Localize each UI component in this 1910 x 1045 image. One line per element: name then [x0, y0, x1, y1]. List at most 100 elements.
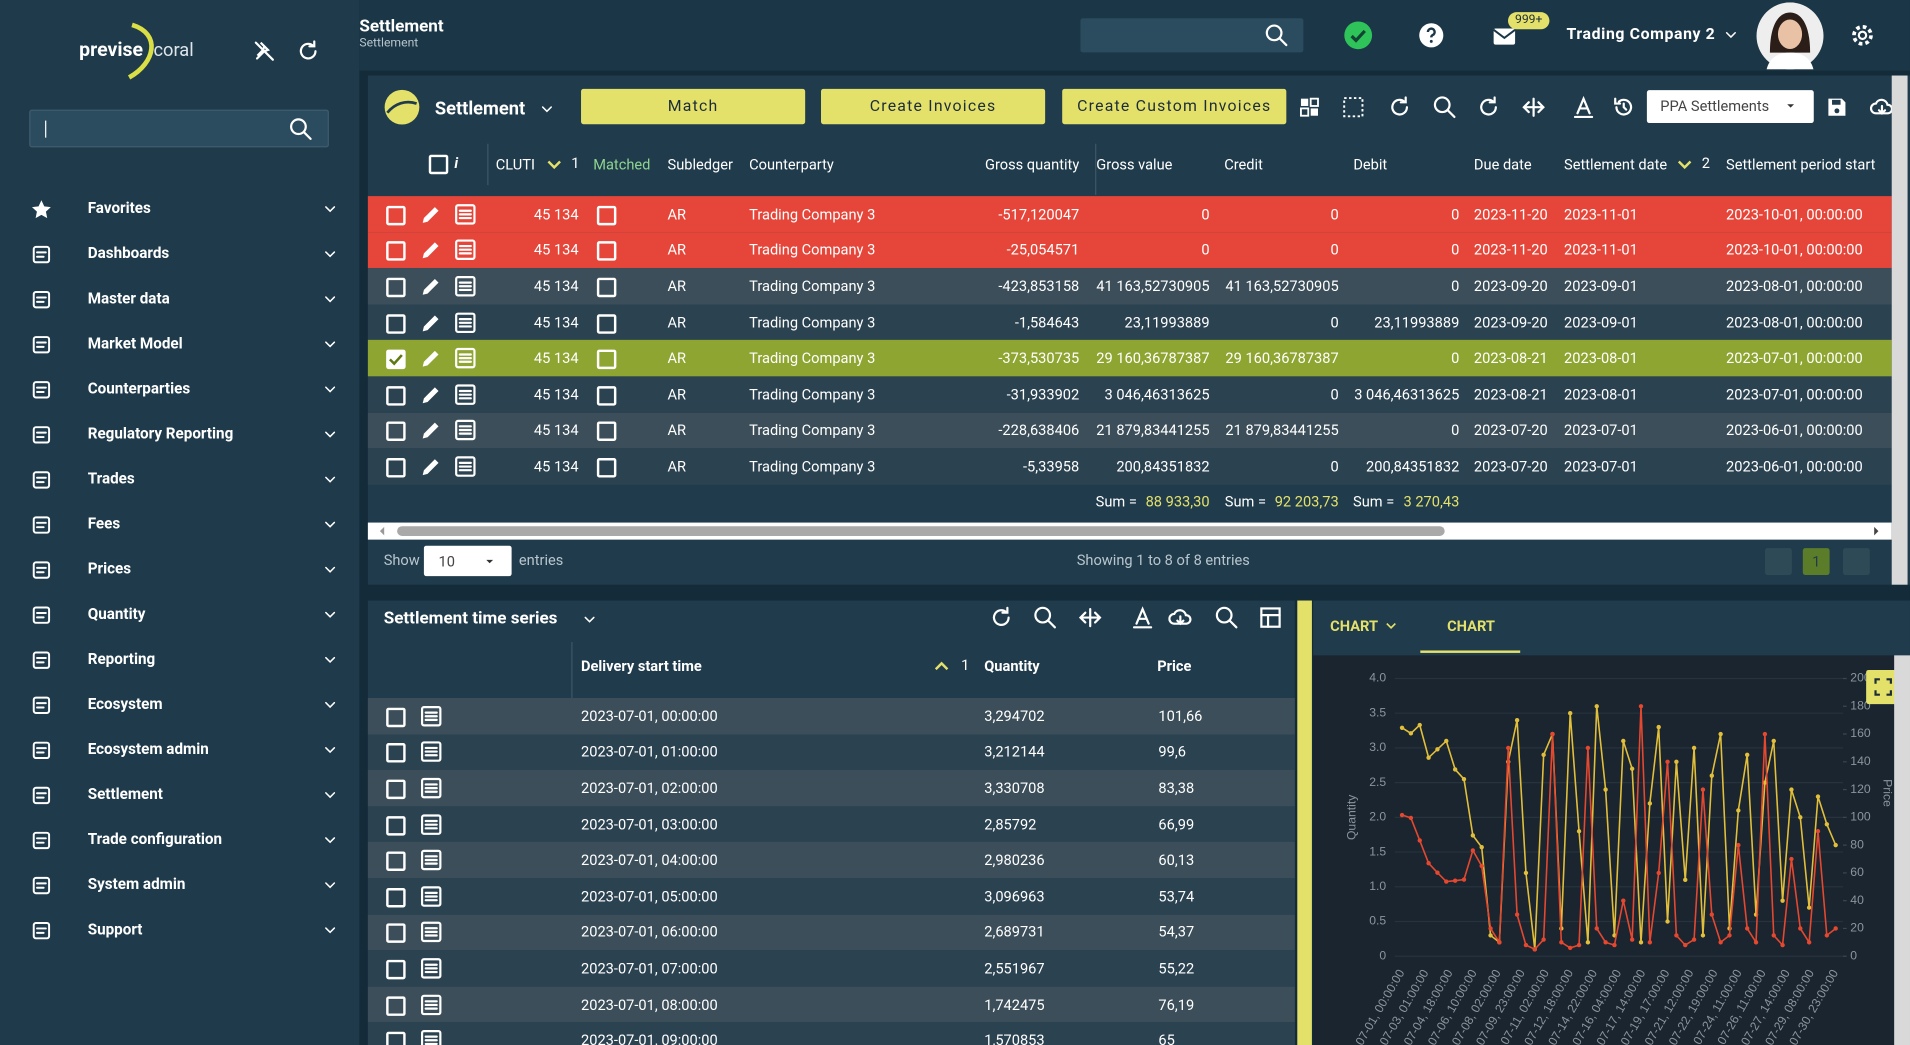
table-row[interactable]: 45 134 AR Trading Company 3 -5,33958 200,843…	[367, 448, 1892, 485]
horizontal-scrollbar[interactable]	[367, 522, 1892, 540]
table-row[interactable]: 2023-07-01, 07:00:00 2,551967 55,22	[367, 950, 1295, 987]
unpin-button[interactable]	[252, 39, 276, 63]
status-ok[interactable]	[1344, 21, 1373, 50]
column-header[interactable]: CLUTI	[495, 155, 535, 173]
toolbar-button[interactable]	[1168, 605, 1192, 629]
page-size-select[interactable]: 10	[423, 545, 512, 577]
toolbar-button[interactable]	[1571, 95, 1595, 119]
menu-item[interactable]: Quantity	[87, 605, 146, 624]
edit-button[interactable]	[419, 310, 443, 334]
edit-button[interactable]	[419, 454, 443, 478]
table-row[interactable]: 45 134 AR Trading Company 3 -517,120047 0 0 0 2…	[367, 196, 1892, 233]
edit-button[interactable]	[419, 274, 443, 298]
table-row[interactable]: 2023-07-01, 06:00:00 2,689731 54,37	[367, 914, 1295, 951]
edit-button[interactable]	[419, 238, 443, 262]
menu-item[interactable]: Ecosystem	[87, 695, 163, 714]
table-row[interactable]: 2023-07-01, 09:00:00 1,570853 65	[367, 1022, 1295, 1045]
menu-chevron[interactable]	[322, 607, 339, 624]
checkbox[interactable]	[386, 421, 406, 442]
column-header[interactable]: Gross quantity	[984, 155, 1080, 173]
panel-splitter[interactable]	[1297, 600, 1312, 1045]
table-row[interactable]: 45 134 AR Trading Company 3 -1,584643 23,119…	[367, 304, 1892, 341]
checkbox[interactable]	[386, 923, 406, 944]
checkbox[interactable]	[386, 205, 406, 226]
details-button[interactable]	[419, 992, 443, 1016]
menu-chevron[interactable]	[322, 336, 339, 353]
refresh-button[interactable]	[296, 39, 320, 63]
menu-item[interactable]: Master data	[87, 289, 170, 309]
menu-chevron[interactable]	[322, 516, 339, 533]
menu-item[interactable]: Prices	[87, 560, 132, 579]
checkbox[interactable]	[596, 313, 617, 334]
details-button[interactable]	[419, 1028, 443, 1045]
checkbox[interactable]	[596, 421, 617, 442]
menu-chevron[interactable]	[322, 832, 339, 849]
table-row[interactable]: 45 134 AR Trading Company 3 -423,853158 41 1…	[367, 268, 1892, 305]
menu-chevron[interactable]	[322, 697, 339, 714]
details-button[interactable]	[453, 382, 477, 406]
export-button[interactable]	[1869, 95, 1894, 119]
checkbox[interactable]	[386, 707, 406, 727]
next-page[interactable]	[1843, 548, 1870, 575]
menu-item[interactable]: Fees	[87, 515, 121, 534]
menu-chevron[interactable]	[322, 877, 339, 894]
checkbox[interactable]	[596, 457, 617, 478]
action-button[interactable]: Create Custom Invoices	[1062, 88, 1287, 125]
toolbar-button[interactable]	[1341, 95, 1365, 119]
chart-tab[interactable]: CHART	[1330, 617, 1379, 635]
checkbox[interactable]	[386, 851, 406, 872]
panel-title[interactable]: Settlement	[434, 97, 526, 120]
checkbox[interactable]	[386, 1031, 406, 1045]
checkbox[interactable]	[386, 995, 406, 1016]
global-search[interactable]	[1080, 18, 1304, 53]
column-header[interactable]: Debit	[1353, 155, 1388, 173]
toolbar-button[interactable]	[1387, 95, 1411, 119]
toolbar-button[interactable]	[1521, 95, 1545, 119]
table-row[interactable]: 2023-07-01, 02:00:00 3,330708 83,38	[367, 770, 1295, 807]
menu-chevron[interactable]	[322, 381, 339, 398]
table-row[interactable]: 2023-07-01, 00:00:00 3,294702 101,66	[367, 697, 1295, 735]
details-button[interactable]	[453, 418, 477, 442]
tab-chevron[interactable]	[1383, 618, 1400, 635]
table-row[interactable]: 45 134 AR Trading Company 3 -373,530735 29 1…	[367, 340, 1892, 377]
menu-chevron[interactable]	[322, 562, 339, 579]
mail-button[interactable]	[1491, 23, 1518, 50]
scroll-right[interactable]	[1867, 523, 1884, 540]
column-header[interactable]: Subledger	[667, 155, 733, 173]
panel-chevron[interactable]	[581, 611, 598, 628]
menu-item[interactable]: Settlement	[87, 785, 163, 804]
menu-item[interactable]: Ecosystem admin	[87, 740, 209, 759]
toolbar-button[interactable]	[1258, 605, 1282, 629]
prev-page[interactable]	[1765, 548, 1792, 575]
toolbar-button[interactable]	[1432, 95, 1456, 119]
checkbox[interactable]	[386, 959, 406, 980]
menu-chevron[interactable]	[322, 201, 339, 218]
checkbox[interactable]	[428, 154, 449, 175]
chart-tab[interactable]: CHART	[1447, 617, 1495, 635]
avatar[interactable]	[1755, 1, 1823, 69]
checkbox[interactable]	[386, 385, 406, 406]
menu-item[interactable]: Favorites	[87, 199, 151, 219]
details-button[interactable]	[453, 202, 477, 226]
table-row[interactable]: 2023-07-01, 08:00:00 1,742475 76,19	[367, 986, 1295, 1023]
user-name[interactable]: Trading Company 2	[1566, 25, 1716, 44]
details-button[interactable]	[419, 920, 443, 944]
toolbar-button[interactable]	[1033, 605, 1057, 629]
menu-chevron[interactable]	[322, 922, 339, 939]
menu-chevron[interactable]	[322, 652, 339, 669]
menu-chevron[interactable]	[322, 742, 339, 759]
table-row[interactable]: 45 134 AR Trading Company 3 -228,638406 21 8…	[367, 412, 1892, 449]
checkbox[interactable]	[596, 205, 617, 226]
menu-item[interactable]: Reporting	[87, 650, 156, 669]
user-chevron[interactable]	[1722, 27, 1739, 44]
details-button[interactable]	[419, 812, 443, 836]
menu-item[interactable]: Trade configuration	[87, 830, 223, 850]
edit-button[interactable]	[419, 346, 443, 370]
toolbar-button[interactable]	[1214, 605, 1238, 629]
page-button[interactable]: 1	[1802, 548, 1830, 575]
details-button[interactable]	[419, 776, 443, 800]
table-row[interactable]: 2023-07-01, 01:00:00 3,212144 99,6	[367, 734, 1295, 771]
menu-item[interactable]: Support	[87, 920, 143, 940]
checkbox[interactable]	[386, 887, 406, 908]
sidebar-search[interactable]	[29, 109, 329, 148]
